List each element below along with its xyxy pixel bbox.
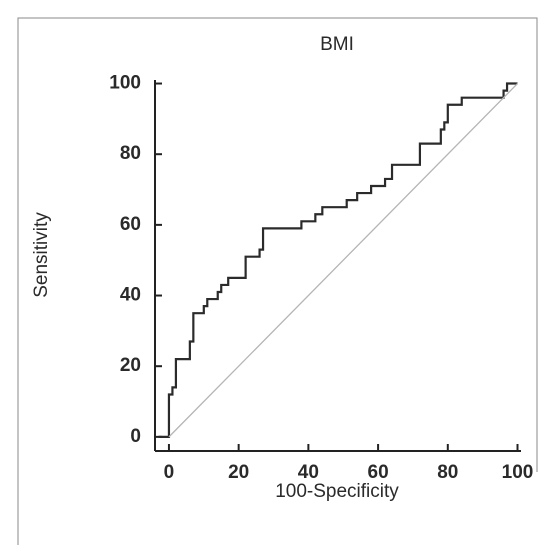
y-tick-label: 40 (120, 285, 141, 306)
y-tick-label: 100 (109, 73, 141, 94)
y-axis-label: Sensitivity (31, 212, 52, 298)
y-tick-label: 60 (120, 214, 141, 235)
chart-title: BMI (320, 34, 354, 55)
x-tick-label: 0 (164, 462, 175, 483)
curve (158, 82, 518, 438)
x-tick-label: 40 (298, 462, 319, 483)
x-axis-label: 100-Specificity (275, 481, 399, 502)
y-tick-label: 80 (120, 143, 141, 164)
y-tick-label: 20 (120, 355, 141, 376)
y-tick-label: 0 (130, 426, 141, 447)
x-tick-label: 60 (368, 462, 389, 483)
x-tick-label: 20 (228, 462, 249, 483)
x-tick-label: 80 (437, 462, 458, 483)
x-tick-label: 100 (502, 462, 534, 483)
frame (17, 17, 538, 545)
curve (168, 83, 518, 438)
